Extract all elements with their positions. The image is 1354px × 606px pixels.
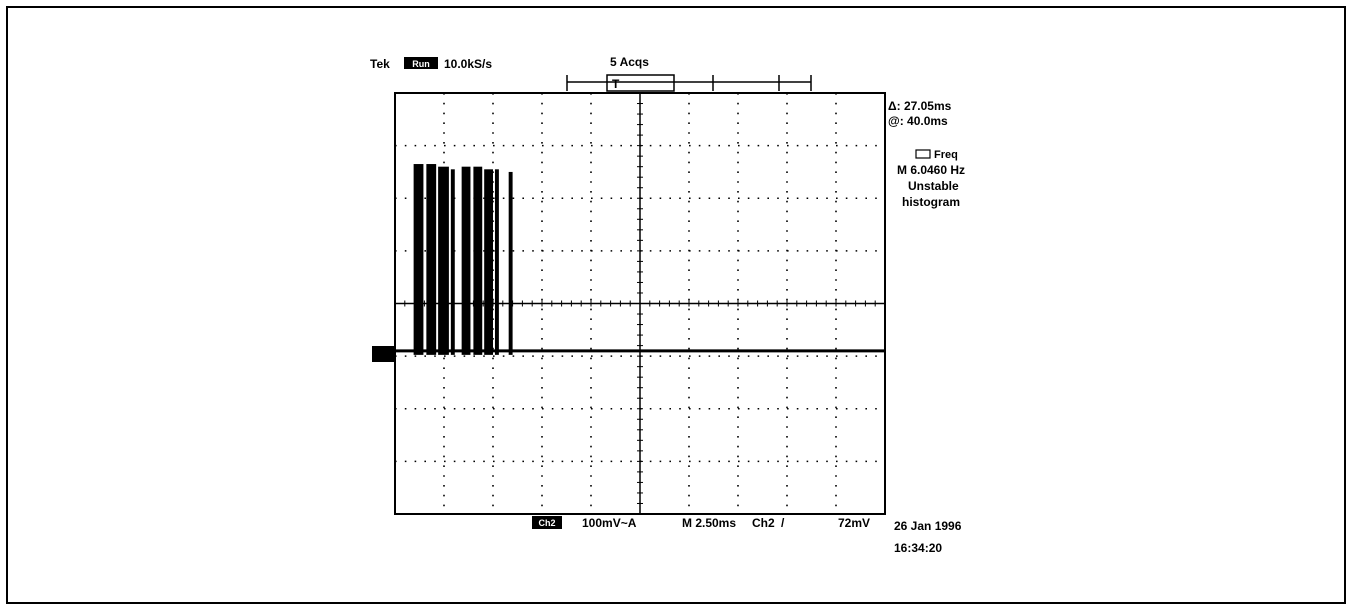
freq-label: Freq <box>934 149 958 161</box>
status-line-1: Unstable <box>908 179 959 193</box>
brand-label: Tek <box>370 57 390 71</box>
signal-burst <box>461 166 471 355</box>
vertical-scale: 100mV~A <box>582 516 637 530</box>
signal-burst <box>413 164 424 355</box>
status-line-2: histogram <box>902 195 960 209</box>
cursor-at-readout: @: 40.0ms <box>888 114 948 128</box>
signal-burst <box>508 171 513 355</box>
record-view-bar <box>566 74 812 92</box>
signal-burst <box>473 166 483 355</box>
signal-burst <box>450 169 455 355</box>
acquisition-count: 5 Acqs <box>610 55 649 69</box>
freq-value: M 6.0460 Hz <box>897 163 965 177</box>
sample-rate: 10.0kS/s <box>444 57 492 71</box>
channel-label: Ch2 <box>538 518 555 528</box>
channel-indicator <box>532 516 562 529</box>
timebase: M 2.50ms <box>682 516 736 530</box>
time-readout: 16:34:20 <box>894 541 942 555</box>
run-indicator <box>404 57 438 69</box>
signal-burst <box>494 169 499 355</box>
trigger-position-marker: T <box>612 77 620 91</box>
figure-frame <box>6 6 1346 604</box>
signal-burst <box>484 169 493 355</box>
trigger-level: 72mV <box>838 516 870 530</box>
trigger-slope: / <box>781 516 785 530</box>
cursor-delta-readout: Δ: 27.05ms <box>888 99 952 113</box>
date-readout: 26 Jan 1996 <box>894 519 962 533</box>
signal-burst <box>438 166 449 355</box>
ground-reference-marker <box>372 346 394 362</box>
signal-burst <box>426 164 437 355</box>
run-label: Run <box>412 59 430 69</box>
waveform-trace <box>395 164 885 355</box>
trigger-source: Ch2 <box>752 516 775 530</box>
measurement-box-icon <box>915 149 931 159</box>
